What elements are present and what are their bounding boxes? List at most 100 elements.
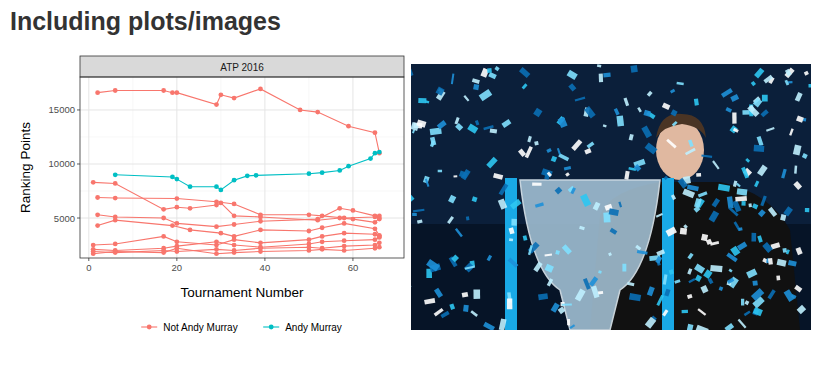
confetti	[637, 107, 642, 113]
series-point	[377, 217, 382, 222]
confetti	[741, 299, 744, 306]
data-layer	[91, 86, 382, 256]
confetti	[511, 219, 517, 226]
confetti	[455, 123, 463, 131]
confetti	[470, 310, 478, 317]
confetti	[795, 92, 803, 102]
confetti	[635, 245, 641, 251]
confetti	[551, 302, 560, 312]
series-point	[188, 228, 193, 233]
series-point	[170, 90, 175, 95]
confetti	[710, 265, 722, 272]
confetti	[726, 252, 738, 262]
confetti	[436, 86, 445, 95]
confetti	[708, 278, 714, 285]
series-line	[93, 233, 379, 245]
series-point	[342, 238, 347, 243]
confetti	[627, 282, 634, 286]
series-point	[373, 151, 378, 156]
series-point	[161, 250, 166, 255]
confetti	[448, 195, 456, 204]
confetti	[494, 66, 499, 71]
series-point	[188, 184, 193, 189]
x-tick-label: 0	[86, 262, 91, 273]
confetti	[700, 285, 708, 293]
confetti	[671, 109, 678, 116]
confetti	[804, 71, 809, 76]
series-point	[377, 245, 382, 250]
confetti	[603, 73, 611, 78]
y-tick	[77, 109, 80, 110]
confetti	[603, 124, 607, 127]
series-point	[232, 178, 237, 183]
confetti	[438, 170, 442, 172]
confetti	[608, 252, 612, 256]
legend-label: Not Andy Murray	[163, 322, 237, 333]
confetti	[451, 255, 459, 263]
confetti	[735, 196, 747, 202]
confetti	[467, 123, 478, 133]
y-tick	[77, 218, 80, 219]
confetti	[412, 213, 417, 216]
series-point	[232, 213, 237, 218]
confetti	[455, 228, 463, 237]
confetti	[493, 173, 503, 180]
y-axis-title: Ranking Points	[18, 122, 33, 213]
series-point	[320, 170, 325, 175]
confetti	[616, 116, 624, 127]
series-point	[113, 88, 118, 93]
series-point	[218, 188, 223, 193]
confetti	[593, 202, 601, 211]
series-point	[95, 223, 100, 228]
confetti	[674, 279, 680, 284]
confetti	[473, 84, 479, 90]
legend-key-point	[269, 325, 274, 330]
series-point	[174, 90, 179, 95]
series-line	[98, 89, 380, 153]
confetti	[796, 116, 804, 123]
confetti	[784, 67, 794, 78]
series-point	[320, 234, 325, 239]
series-point	[214, 184, 219, 189]
series-point	[245, 173, 250, 178]
confetti	[754, 180, 759, 187]
series-point	[170, 175, 175, 180]
confetti	[656, 213, 663, 218]
series-point	[232, 237, 237, 242]
series-point	[342, 244, 347, 249]
series-point	[218, 92, 223, 97]
series-point	[320, 247, 325, 252]
confetti	[794, 285, 802, 293]
confetti	[694, 98, 699, 105]
series-point	[377, 150, 382, 155]
series-point	[214, 224, 219, 229]
confetti	[694, 198, 702, 208]
confetti	[670, 89, 675, 94]
series-point	[161, 207, 166, 212]
series-point	[161, 216, 166, 221]
plot-frame	[80, 77, 404, 258]
confetti	[655, 256, 662, 264]
series-point	[373, 246, 378, 251]
series-point	[174, 239, 179, 244]
confetti	[687, 268, 692, 274]
confetti	[784, 289, 795, 302]
confetti	[565, 172, 570, 177]
confetti	[665, 227, 676, 237]
confetti	[757, 235, 763, 242]
facet-title: ATP 2016	[220, 62, 264, 73]
confetti	[802, 153, 808, 159]
confetti	[465, 265, 476, 269]
series-line	[115, 152, 379, 190]
confetti	[760, 195, 767, 206]
grid-line	[176, 77, 177, 258]
confetti	[451, 73, 455, 84]
confetti	[701, 154, 712, 157]
confetti	[732, 112, 736, 123]
confetti	[509, 238, 513, 241]
photo-background	[411, 64, 811, 330]
confetti	[463, 305, 469, 312]
confetti	[637, 250, 648, 255]
confetti	[583, 278, 591, 290]
confetti	[587, 141, 595, 148]
